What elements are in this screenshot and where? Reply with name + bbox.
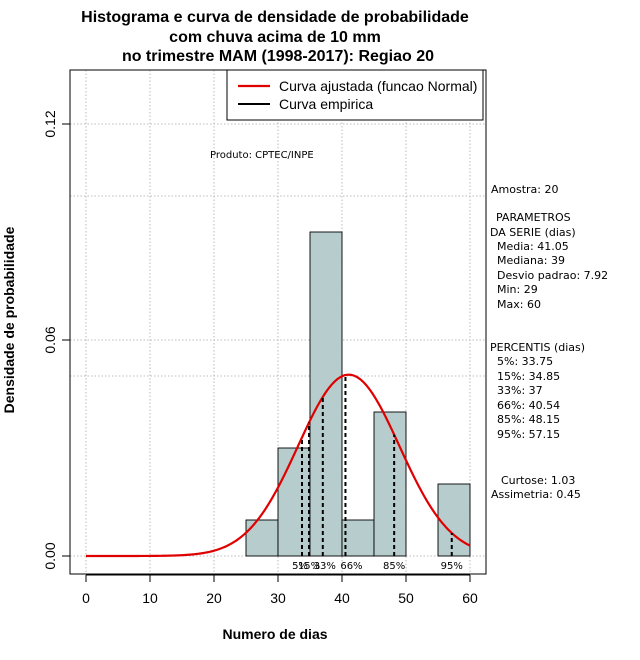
legend: Curva ajustada (funcao Normal) Curva emp… bbox=[226, 69, 484, 121]
normal-curve-layer bbox=[86, 373, 471, 558]
y-tick-label-2: 0.12 bbox=[42, 110, 58, 137]
stats-panel: Amostra: 20 PARAMETROS DA SERIE (dias) M… bbox=[490, 183, 608, 501]
percentil-66: 66%: 40.54 bbox=[497, 399, 560, 412]
params-heading-2: DA SERIE (dias) bbox=[490, 226, 576, 239]
histogram-bar-6 bbox=[437, 483, 471, 557]
chart-title-line-1: Histograma e curva de densidade de proba… bbox=[81, 9, 469, 26]
chart-title-line-3: no trimestre MAM (1998-2017): Regiao 20 bbox=[122, 48, 434, 65]
histogram-bar-3 bbox=[341, 519, 375, 557]
percentile-label-0: 5% bbox=[292, 561, 308, 572]
x-tick-label-4: 40 bbox=[334, 590, 350, 606]
percentile-label-3: 66% bbox=[340, 561, 362, 572]
histogram-bars bbox=[245, 231, 471, 557]
param-mean: Media: 41.05 bbox=[497, 240, 569, 253]
x-tick-label-1: 10 bbox=[142, 590, 158, 606]
percentile-label-1: 15% bbox=[298, 561, 320, 572]
histogram-bar-4 bbox=[373, 411, 407, 557]
percentil-85: 85%: 48.15 bbox=[497, 413, 560, 426]
percentile-label-5: 95% bbox=[441, 561, 463, 572]
percentile-lines: 5%15%33% 66% 85% 95% bbox=[292, 375, 463, 572]
percentil-33: 33%: 37 bbox=[497, 384, 543, 397]
y-tick-label-1: 0.06 bbox=[42, 326, 58, 353]
percentil-15: 15%: 34.85 bbox=[497, 370, 560, 383]
y-axis-label: Densidade de probabilidade bbox=[1, 226, 17, 413]
param-median: Mediana: 39 bbox=[497, 254, 565, 267]
param-sd: Desvio padrao: 7.92 bbox=[497, 269, 608, 282]
legend-label-empirical: Curva empirica bbox=[279, 96, 373, 112]
x-tick-label-5: 50 bbox=[398, 590, 414, 606]
product-annotation: Produto: CPTEC/INPE bbox=[210, 150, 314, 161]
x-tick-label-3: 30 bbox=[270, 590, 286, 606]
param-max: Max: 60 bbox=[497, 298, 541, 311]
chart-title-line-2: com chuva acima de 10 mm bbox=[169, 29, 381, 46]
params-heading: PARAMETROS bbox=[496, 211, 571, 224]
histogram-bar-0 bbox=[245, 519, 279, 557]
histogram-bar-1 bbox=[277, 447, 311, 557]
percentis-heading: PERCENTIS (dias) bbox=[490, 341, 585, 354]
y-axis: 0.00 0.06 0.12 bbox=[42, 110, 71, 570]
skewness: Assimetria: 0.45 bbox=[491, 488, 581, 501]
x-tick-label-6: 60 bbox=[462, 590, 478, 606]
x-tick-label-0: 0 bbox=[82, 590, 90, 606]
legend-label-fit: Curva ajustada (funcao Normal) bbox=[279, 78, 477, 94]
percentil-5: 5%: 33.75 bbox=[497, 355, 553, 368]
x-axis: 0 10 20 30 40 50 60 bbox=[82, 574, 478, 606]
percentil-95: 95%: 57.15 bbox=[497, 428, 560, 441]
histogram-bar-2 bbox=[309, 231, 343, 557]
sample-size: Amostra: 20 bbox=[491, 183, 558, 196]
kurtosis: Curtose: 1.03 bbox=[501, 474, 575, 487]
x-tick-label-2: 20 bbox=[206, 590, 222, 606]
percentile-label-2: 33% bbox=[314, 561, 336, 572]
normal-fit-curve bbox=[86, 373, 471, 558]
legend-box bbox=[226, 69, 484, 121]
param-min: Min: 29 bbox=[497, 283, 538, 296]
x-axis-label: Numero de dias bbox=[222, 626, 327, 642]
percentile-label-4: 85% bbox=[383, 561, 405, 572]
y-tick-label-0: 0.00 bbox=[42, 542, 58, 569]
